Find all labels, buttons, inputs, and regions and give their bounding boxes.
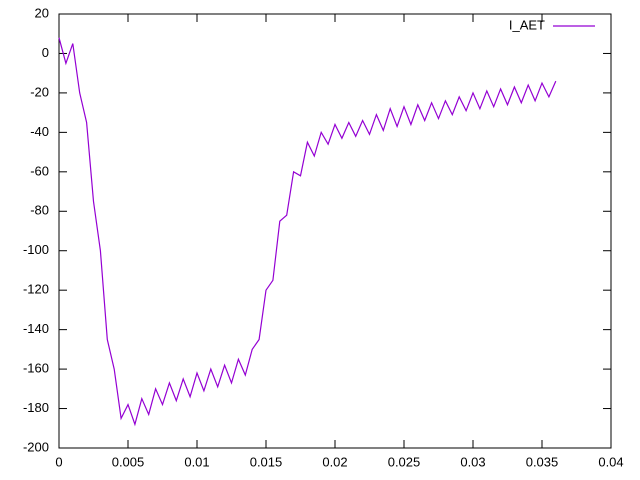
data-line: [58, 37, 557, 427]
y-tick-label: 20: [35, 5, 49, 20]
y-tick-label: -60: [30, 163, 49, 178]
y-tick-label: -20: [30, 84, 49, 99]
x-tick-label: 0.01: [184, 454, 209, 469]
y-tick-label: -180: [23, 400, 49, 415]
y-tick-label: -140: [23, 321, 49, 336]
legend-label: I_AET: [509, 17, 545, 32]
y-tick-label: 0: [42, 45, 49, 60]
y-tick-label: -80: [30, 203, 49, 218]
y-tick-label: -200: [23, 439, 49, 454]
x-tick-label: 0.02: [322, 454, 347, 469]
y-tick-label: -120: [23, 282, 49, 297]
x-tick-label: 0.025: [388, 454, 421, 469]
x-tick-label: 0: [55, 454, 62, 469]
y-tick-label: -100: [23, 242, 49, 257]
y-tick-label: -160: [23, 361, 49, 376]
y-tick-label: -40: [30, 124, 49, 139]
x-tick-label: 0.035: [526, 454, 559, 469]
x-tick-label: 0.04: [598, 454, 623, 469]
x-tick-label: 0.005: [112, 454, 145, 469]
x-tick-label: 0.03: [460, 454, 485, 469]
plot-border: [58, 13, 612, 449]
x-tick-label: 0.015: [250, 454, 283, 469]
